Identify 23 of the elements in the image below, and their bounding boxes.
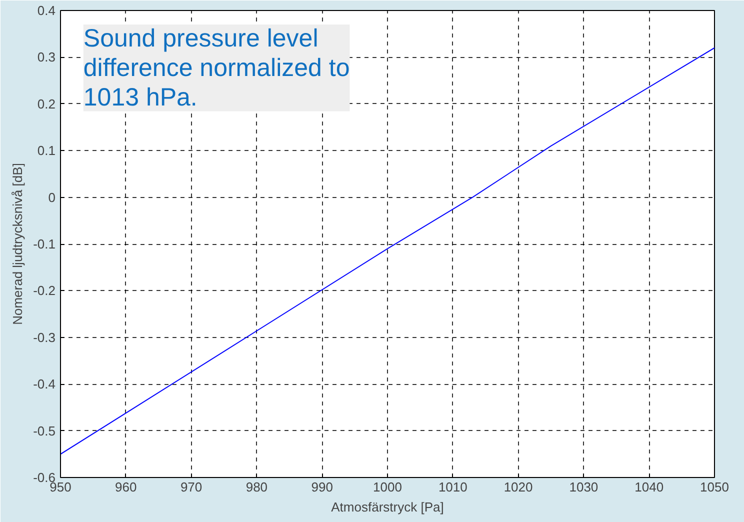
y-tick-label: 0 <box>48 190 56 205</box>
y-tick-label: -0.5 <box>33 423 56 438</box>
x-axis-title: Atmosfärstryck [Pa] <box>331 500 444 514</box>
x-tick-label: 980 <box>246 480 268 494</box>
y-tick-label: -0.2 <box>33 283 56 298</box>
y-tick-label: 0.1 <box>37 143 56 158</box>
x-tick-label: 1010 <box>438 480 468 494</box>
x-tick-label: 1030 <box>569 480 598 494</box>
y-tick-label: 0.3 <box>37 50 56 65</box>
y-tick-label: -0.1 <box>33 236 56 252</box>
x-tick-label: 990 <box>311 480 333 494</box>
y-axis-title: Nomerad ljudtrycksnivå [dB] <box>10 163 26 325</box>
annotation: Sound pressure level difference normalized to 1013 hPa. <box>83 24 350 112</box>
y-tick-label: -0.4 <box>33 376 56 392</box>
x-tick-label: 1050 <box>700 480 729 494</box>
y-tick-label: 0.2 <box>37 96 56 112</box>
y-tick-label: 0.4 <box>37 3 56 18</box>
x-tick-label: 970 <box>180 480 202 494</box>
x-tick-label: 1020 <box>504 480 533 494</box>
x-tick-label: 1000 <box>373 480 402 494</box>
x-tick-label: 1040 <box>634 480 664 494</box>
x-tick-label: 960 <box>115 480 137 494</box>
y-tick-label: -0.3 <box>33 330 56 345</box>
